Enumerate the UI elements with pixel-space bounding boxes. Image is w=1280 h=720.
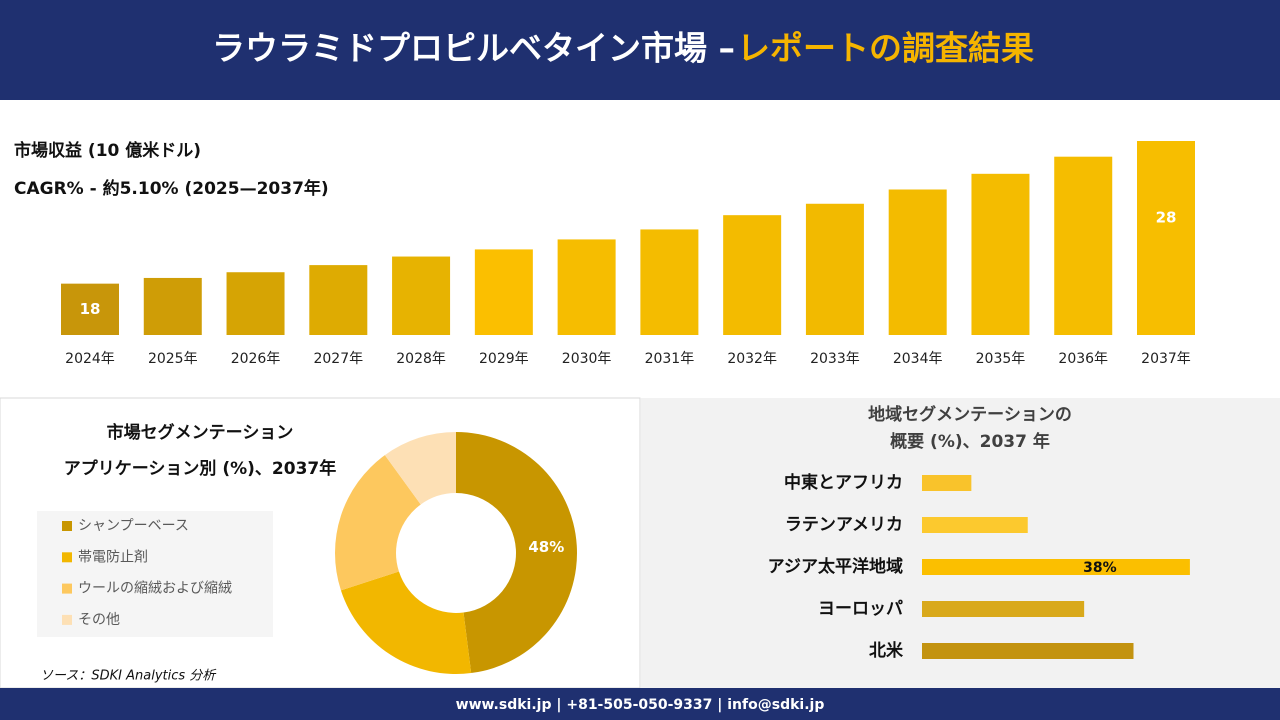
x-tick-label: 2027年 [313, 351, 363, 367]
y-tick-label: 北米 [869, 640, 904, 661]
x-tick-label: 2034年 [893, 351, 943, 367]
legend-label: ウールの縮絨および縮絨 [78, 581, 232, 597]
bar [557, 239, 616, 335]
donut-slice [456, 432, 578, 674]
x-tick-label: 2037年 [1141, 351, 1191, 367]
header-bar [0, 0, 1280, 100]
donut-slice [384, 432, 456, 505]
footer-bar [0, 688, 1280, 720]
hbar-title: 地域セグメンテーションの [868, 404, 1072, 425]
bar [640, 229, 699, 335]
donut-title: 市場セグメンテーション [107, 422, 294, 443]
bar [922, 601, 1085, 617]
legend-swatch [62, 552, 72, 563]
donut-title: アプリケーション別 (%)、2037年 [64, 458, 336, 479]
y-tick-label: 中東とアフリカ [784, 472, 903, 493]
bar [805, 203, 864, 335]
donut-slice [334, 455, 421, 591]
legend-swatch [62, 521, 72, 531]
y-tick-label: アジア太平洋地域 [768, 556, 903, 577]
bar [226, 272, 285, 335]
x-tick-label: 2026年 [231, 351, 281, 367]
bar [61, 283, 119, 335]
x-tick-label: 2035年 [976, 351, 1026, 367]
x-tick-label: 2025年 [148, 351, 198, 367]
bar [143, 277, 202, 335]
bar [922, 559, 1190, 575]
legend-swatch [62, 614, 72, 625]
x-tick-label: 2030年 [562, 351, 612, 367]
bar [971, 173, 1030, 335]
bar [1137, 141, 1195, 335]
legend-label: 帯電防止剤 [78, 549, 148, 565]
bar [474, 249, 533, 335]
bar [723, 215, 782, 335]
header-title: ラウラミドプロピルベタイン市場 – [212, 29, 735, 68]
source: ソース：SDKI Analytics 分析 [40, 669, 217, 684]
bar [309, 265, 368, 335]
bar [922, 643, 1134, 659]
x-tick-label: 2031年 [645, 351, 695, 367]
bar [922, 475, 972, 491]
y-tick-label: ラテンアメリカ [785, 515, 903, 535]
legend-box [37, 511, 273, 637]
bar-title: 市場収益 (10 億米ドル) [14, 140, 201, 161]
x-tick-label: 2024年 [65, 351, 115, 367]
right-panel [641, 398, 1280, 688]
header-highlight: レポートの調査結果 [737, 29, 1034, 68]
legend-label: その他 [78, 612, 120, 628]
value-label: 28 [1156, 209, 1177, 227]
bar [392, 256, 451, 335]
value-label: 18 [80, 300, 101, 318]
x-tick-label: 2028年 [396, 351, 446, 367]
legend-label: シャンプーベース [78, 518, 189, 534]
hbar-title: 概要 (%)、2037 年 [890, 431, 1050, 452]
footer-text: www.sdki.jp | +81-505-050-9337 | info@sd… [456, 697, 825, 713]
value-label: 48% [528, 538, 564, 556]
legend-swatch [62, 583, 72, 594]
bar-subtitle: CAGR% - 約5.10% (2025—2037年) [14, 178, 329, 199]
bar [922, 517, 1028, 533]
x-tick-label: 2033年 [810, 351, 860, 367]
bar [888, 189, 947, 335]
donut-slice [340, 571, 472, 674]
value-label: 38% [1083, 560, 1117, 576]
x-tick-label: 2029年 [479, 351, 529, 367]
bar [1054, 156, 1113, 335]
y-tick-label: ヨーロッパ [818, 599, 903, 619]
x-tick-label: 2036年 [1058, 351, 1108, 367]
x-tick-label: 2032年 [727, 351, 777, 367]
